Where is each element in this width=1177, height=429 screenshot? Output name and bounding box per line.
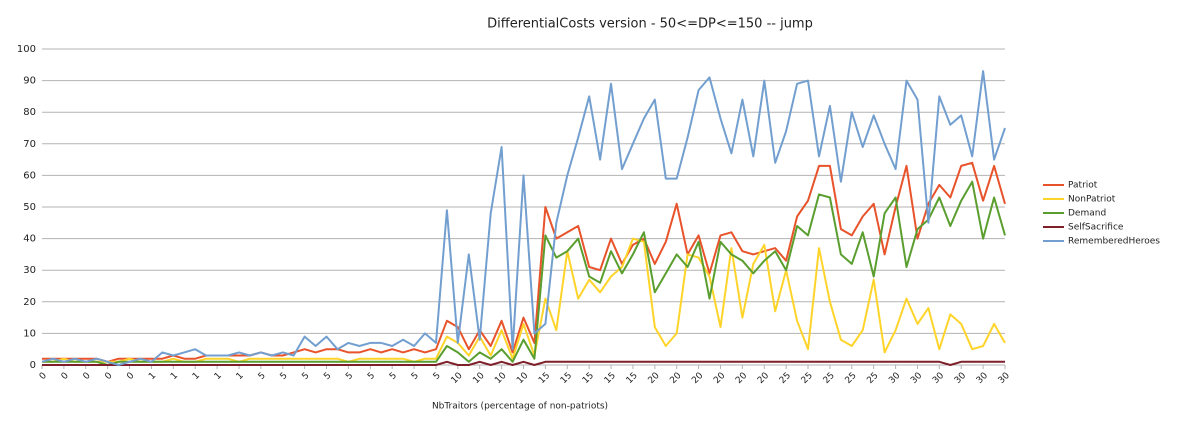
x-tick-label: 5 [344, 371, 355, 382]
x-tick-label: 1 [169, 371, 180, 382]
x-tick-label: 20 [690, 371, 705, 386]
y-tick-label: 80 [23, 107, 36, 118]
x-tick-label: 15 [581, 371, 596, 386]
x-tick-label: 20 [647, 371, 662, 386]
series-line [41, 70, 1006, 366]
x-tick-label: 0 [60, 371, 71, 382]
x-tick-label: 0 [82, 371, 93, 382]
y-tick-label: 0 [30, 360, 36, 371]
y-tick-label: 50 [23, 202, 36, 213]
x-tick-label: 10 [515, 371, 530, 386]
x-tick-label: 30 [975, 371, 990, 386]
x-tick-label: 0 [125, 371, 136, 382]
y-tick-label: 100 [17, 44, 36, 55]
y-tick-label: 20 [23, 297, 36, 308]
x-tick-label: 0 [38, 371, 49, 382]
x-tick-label: 5 [410, 371, 421, 382]
y-tick-label: 70 [23, 139, 36, 150]
x-tick-label: 1 [147, 371, 158, 382]
x-tick-label: 30 [887, 371, 902, 386]
x-tick-label: 10 [493, 371, 508, 386]
x-tick-label: 5 [432, 371, 443, 382]
x-tick-label: 0 [103, 371, 114, 382]
x-tick-label: 20 [756, 371, 771, 386]
legend-label: SelfSacrifice [1068, 223, 1124, 233]
x-tick-label: 25 [778, 371, 793, 386]
x-tick-label: 30 [931, 371, 946, 386]
x-tick-label: 25 [865, 371, 880, 386]
x-tick-label: 5 [279, 371, 290, 382]
y-tick-label: 40 [23, 234, 36, 245]
x-tick-label: 30 [953, 371, 968, 386]
x-tick-label: 25 [844, 371, 859, 386]
legend-label: Patriot [1068, 181, 1098, 191]
x-tick-label: 1 [191, 371, 202, 382]
x-tick-label: 15 [537, 371, 552, 386]
y-tick-label: 30 [23, 265, 36, 276]
x-tick-label: 20 [734, 371, 749, 386]
x-tick-label: 30 [909, 371, 924, 386]
legend-label: Demand [1068, 209, 1106, 219]
x-axis-label: NbTraitors (percentage of non-patriots) [432, 402, 608, 412]
y-tick-label: 60 [23, 170, 36, 181]
x-tick-label: 5 [257, 371, 268, 382]
x-tick-label: 5 [366, 371, 377, 382]
x-tick-label: 25 [822, 371, 837, 386]
x-tick-label: 10 [471, 371, 486, 386]
y-tick-label: 10 [23, 328, 36, 339]
x-tick-label: 10 [450, 371, 465, 386]
x-tick-label: 1 [213, 371, 224, 382]
x-tick-label: 15 [559, 371, 574, 386]
x-tick-label: 20 [668, 371, 683, 386]
legend-label: RememberedHeroes [1068, 237, 1160, 247]
x-tick-label: 5 [322, 371, 333, 382]
series-line [42, 161, 1006, 363]
x-tick-label: 15 [603, 371, 618, 386]
x-tick-label: 20 [712, 371, 727, 386]
x-tick-label: 5 [300, 371, 311, 382]
series-line [42, 180, 1006, 366]
x-tick-label: 25 [800, 371, 815, 386]
y-tick-label: 90 [23, 76, 36, 87]
x-tick-label: 15 [625, 371, 640, 386]
series-line [42, 360, 1005, 366]
x-tick-label: 30 [997, 371, 1012, 386]
x-tick-label: 1 [235, 371, 246, 382]
legend-label: NonPatriot [1068, 195, 1116, 205]
chart-title: DifferentialCosts version - 50<=DP<=150 … [487, 17, 813, 32]
x-tick-label: 5 [388, 371, 399, 382]
series-line [42, 237, 1006, 363]
